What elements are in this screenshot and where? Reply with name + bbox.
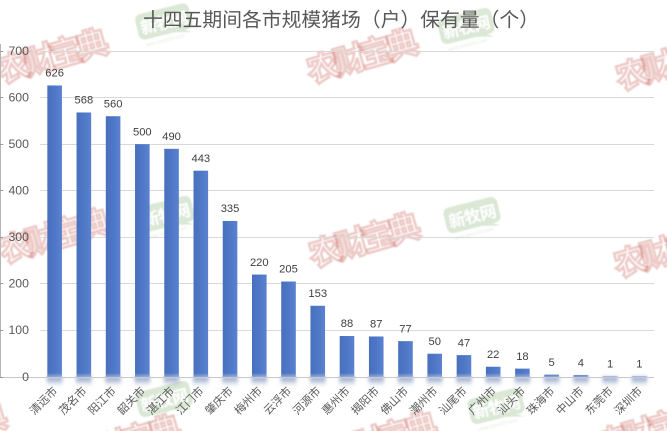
svg-text:205: 205 (279, 264, 298, 276)
svg-text:47: 47 (458, 337, 470, 349)
svg-text:568: 568 (75, 95, 94, 107)
svg-text:400: 400 (8, 184, 29, 198)
svg-text:700: 700 (8, 44, 29, 58)
svg-text:87: 87 (370, 319, 382, 331)
svg-text:1: 1 (636, 359, 642, 371)
svg-text:5: 5 (549, 357, 555, 369)
svg-text:560: 560 (104, 98, 123, 110)
svg-text:22: 22 (487, 349, 499, 361)
svg-text:77: 77 (399, 323, 411, 335)
svg-text:500: 500 (8, 137, 29, 151)
svg-text:4: 4 (578, 357, 584, 369)
svg-text:443: 443 (191, 153, 210, 165)
svg-text:500: 500 (133, 126, 152, 138)
svg-text:200: 200 (8, 277, 29, 291)
svg-text:600: 600 (8, 90, 29, 104)
svg-text:0: 0 (22, 370, 29, 384)
svg-text:153: 153 (308, 288, 327, 300)
svg-text:220: 220 (250, 257, 269, 269)
svg-text:100: 100 (8, 323, 29, 337)
svg-text:335: 335 (221, 203, 240, 215)
svg-text:18: 18 (516, 351, 528, 363)
svg-text:1: 1 (607, 359, 613, 371)
svg-text:88: 88 (341, 318, 353, 330)
svg-text:490: 490 (162, 131, 181, 143)
svg-text:626: 626 (45, 68, 64, 80)
svg-text:50: 50 (428, 336, 440, 348)
svg-text:300: 300 (8, 230, 29, 244)
